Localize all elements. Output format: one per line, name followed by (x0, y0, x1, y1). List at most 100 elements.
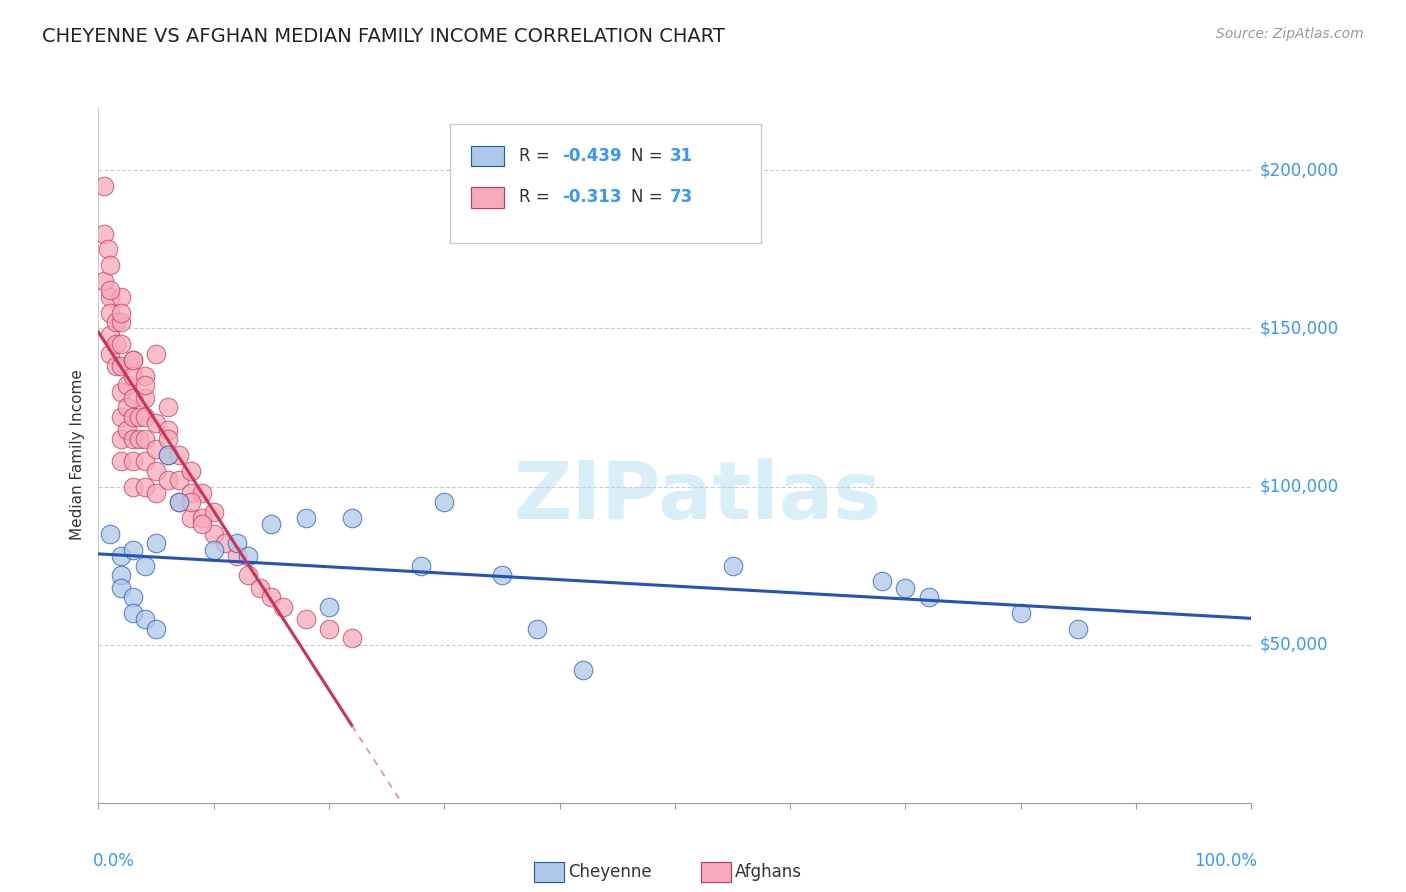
Point (202, 542, 225, 557)
Point (202, 527, 225, 541)
Text: 31: 31 (671, 147, 693, 165)
Point (191, 486, 214, 500)
Point (721, 558, 744, 573)
Point (134, 368, 156, 383)
Point (110, 384, 132, 399)
Point (98, 284, 121, 298)
Point (917, 591, 939, 605)
Point (260, 591, 283, 605)
Point (202, 505, 225, 519)
Text: $150,000: $150,000 (1260, 319, 1339, 337)
Text: -0.313: -0.313 (562, 188, 621, 206)
Point (145, 536, 167, 550)
Point (134, 391, 156, 405)
Point (318, 599, 340, 614)
Text: Source: ZipAtlas.com: Source: ZipAtlas.com (1216, 27, 1364, 41)
Point (97, 243, 120, 257)
Point (145, 622, 167, 636)
Point (145, 417, 167, 431)
Point (122, 368, 145, 383)
Point (122, 542, 145, 557)
Point (145, 347, 167, 361)
Text: ZIPatlas: ZIPatlas (513, 458, 882, 536)
Text: N =: N = (631, 188, 668, 206)
Point (134, 432, 156, 446)
Point (191, 517, 214, 532)
Point (180, 464, 202, 478)
Point (318, 622, 340, 636)
Point (225, 536, 247, 550)
Text: 100.0%: 100.0% (1194, 852, 1257, 870)
Point (180, 486, 202, 500)
Text: 0.0%: 0.0% (93, 852, 135, 870)
Point (98, 527, 121, 541)
Point (872, 574, 894, 589)
Point (122, 353, 145, 368)
Point (260, 517, 283, 532)
Point (98, 347, 121, 361)
Point (117, 401, 138, 415)
Point (104, 337, 127, 351)
Point (134, 479, 156, 493)
FancyBboxPatch shape (702, 862, 731, 882)
Point (145, 486, 167, 500)
Point (104, 315, 127, 329)
Text: 73: 73 (671, 188, 693, 206)
Point (110, 359, 132, 374)
Point (249, 581, 271, 595)
Point (1010, 606, 1032, 620)
Point (110, 315, 132, 329)
Point (110, 409, 132, 424)
Point (238, 549, 260, 563)
Point (110, 432, 132, 446)
Point (98, 290, 121, 304)
Text: Afghans: Afghans (735, 863, 801, 880)
Point (122, 432, 145, 446)
Point (167, 495, 190, 509)
Point (110, 337, 132, 351)
Point (98, 258, 121, 272)
Point (98, 305, 121, 319)
Point (122, 479, 145, 493)
Text: R =: R = (519, 147, 555, 165)
Point (191, 511, 214, 525)
Text: -0.439: -0.439 (562, 147, 621, 165)
Point (340, 632, 363, 646)
Point (117, 378, 138, 392)
Point (145, 464, 167, 478)
Text: $100,000: $100,000 (1260, 477, 1339, 496)
Point (122, 391, 145, 405)
Point (93, 227, 115, 241)
Point (110, 454, 132, 468)
Point (104, 359, 127, 374)
Point (167, 495, 190, 509)
Text: $200,000: $200,000 (1260, 161, 1339, 179)
Point (110, 290, 132, 304)
Point (145, 442, 167, 456)
Point (122, 606, 145, 620)
Point (156, 448, 179, 462)
Point (156, 448, 179, 462)
Point (134, 409, 156, 424)
Point (238, 568, 260, 582)
Point (110, 568, 132, 582)
Point (180, 511, 202, 525)
Text: Cheyenne: Cheyenne (568, 863, 651, 880)
Text: R =: R = (519, 188, 555, 206)
Point (156, 473, 179, 487)
Point (122, 591, 145, 605)
Point (894, 581, 917, 595)
Point (93, 179, 115, 194)
Point (156, 423, 179, 437)
Point (110, 549, 132, 563)
Point (167, 473, 190, 487)
Point (128, 432, 150, 446)
Point (156, 401, 179, 415)
FancyBboxPatch shape (471, 187, 505, 208)
Point (433, 495, 456, 509)
Point (167, 448, 190, 462)
Point (122, 409, 145, 424)
Point (571, 663, 593, 677)
Point (134, 454, 156, 468)
Point (271, 599, 294, 614)
